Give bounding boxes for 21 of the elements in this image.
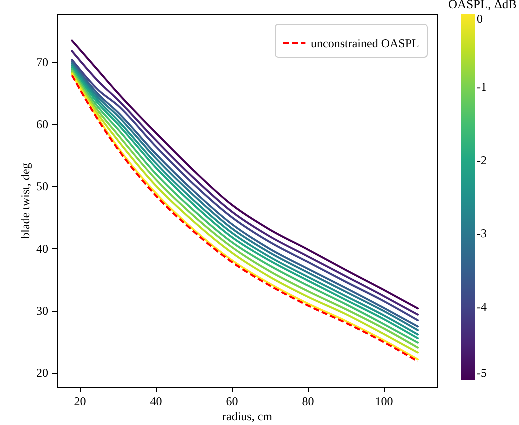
y-tick-label: 30	[36, 304, 48, 318]
y-tick-label: 60	[36, 118, 48, 132]
color-bar-label: -2	[477, 153, 487, 168]
x-tick-label: 20	[74, 394, 86, 408]
x-tick-label: 60	[226, 394, 238, 408]
legend-label: unconstrained OASPL	[311, 36, 420, 50]
y-axis-title: blade twist, deg	[18, 163, 32, 239]
color-bar-label: 0	[477, 12, 483, 26]
x-tick-label: 40	[150, 394, 162, 408]
color-bar-label: -5	[477, 366, 487, 380]
color-bar-title: OASPL, ΔdB	[448, 0, 517, 12]
y-tick-label: 70	[36, 55, 48, 70]
x-tick-label: 100	[375, 394, 394, 408]
x-tick-label: 80	[302, 394, 314, 408]
x-axis-title: radius, cm	[222, 410, 274, 424]
y-tick-label: 50	[36, 180, 48, 194]
color-bar-label: -1	[477, 80, 487, 94]
y-tick-label: 40	[36, 242, 48, 256]
y-tick-label: 20	[36, 366, 48, 380]
color-bar-label: -4	[477, 300, 487, 314]
color-bar-label: -3	[477, 226, 487, 241]
